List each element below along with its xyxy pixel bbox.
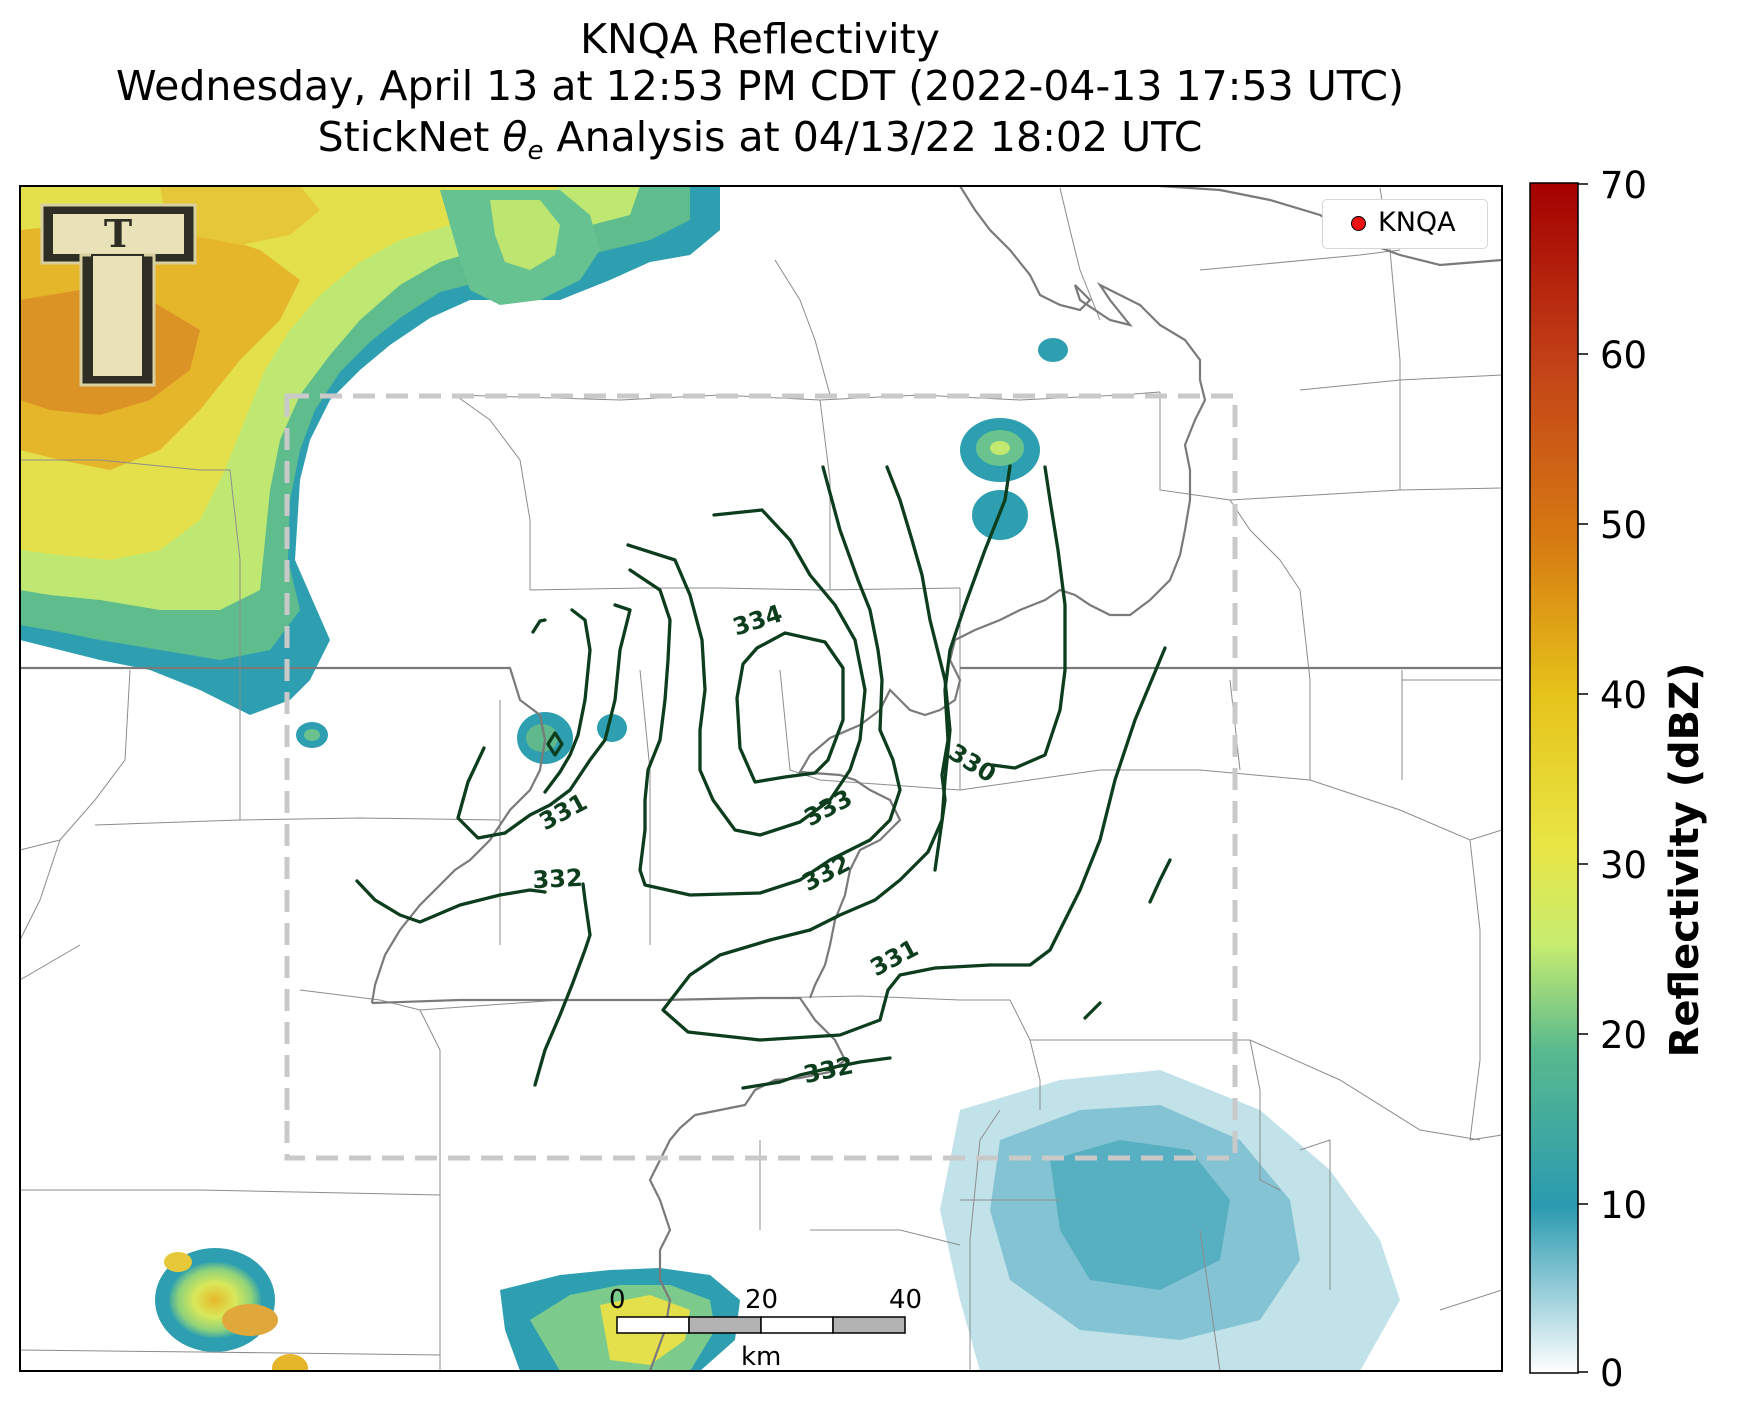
scalebar-tick-label: 0 (609, 1285, 626, 1315)
legend-label: KNQA (1378, 207, 1456, 238)
scalebar-unit: km (741, 1342, 782, 1372)
contour-label: 334 (729, 599, 785, 641)
colorbar-tick-label: 40 (1600, 674, 1648, 717)
colorbar-tick-label: 10 (1600, 1184, 1648, 1227)
colorbar-tick-label: 0 (1600, 1352, 1624, 1395)
colorbar-tick-label: 70 (1600, 164, 1648, 207)
contour-label: 332 (801, 1051, 856, 1089)
map-frame (19, 185, 1503, 1372)
theta-e-contours (355, 464, 1172, 1090)
contour-label: 331 (866, 934, 923, 982)
colorbar-tick-label: 30 (1600, 844, 1648, 887)
map-subtitle-time: Wednesday, April 13 at 12:53 PM CDT (202… (116, 62, 1404, 110)
theta-subscript: e (527, 136, 544, 166)
map-title: KNQA Reflectivity (580, 15, 940, 63)
colorbar-tick-label: 60 (1600, 334, 1648, 377)
contour-label: 330 (944, 738, 1001, 788)
theta-symbol: θ (502, 113, 528, 161)
colorbar-label: Reflectivity (dBZ) (1662, 662, 1708, 1058)
radar-site-marker (1351, 216, 1366, 231)
scalebar-tick-label: 20 (745, 1285, 779, 1315)
analysis-suffix: Analysis at 04/13/22 18:02 UTC (543, 113, 1203, 161)
analysis-domain-box (284, 393, 1238, 1161)
logo-letter: T (104, 211, 132, 256)
colorbar-tick-label: 20 (1600, 1014, 1648, 1057)
map-legend: KNQA (1322, 199, 1488, 249)
university-logo: T (40, 203, 197, 387)
reflectivity-clutter (940, 1070, 1400, 1371)
contour-label: 333 (800, 784, 857, 832)
colorbar (1529, 182, 1579, 1374)
map-subtitle-analysis: StickNet θe Analysis at 04/13/22 18:02 U… (0, 114, 1520, 174)
scalebar-tick-label: 40 (889, 1285, 923, 1315)
colorbar-ticks (1578, 183, 1588, 1373)
contour-label: 332 (532, 864, 584, 895)
analysis-prefix: StickNet (317, 113, 503, 161)
colorbar-tick-label: 50 (1600, 504, 1648, 547)
scale-bar (616, 1316, 906, 1334)
contour-label: 331 (535, 788, 592, 836)
